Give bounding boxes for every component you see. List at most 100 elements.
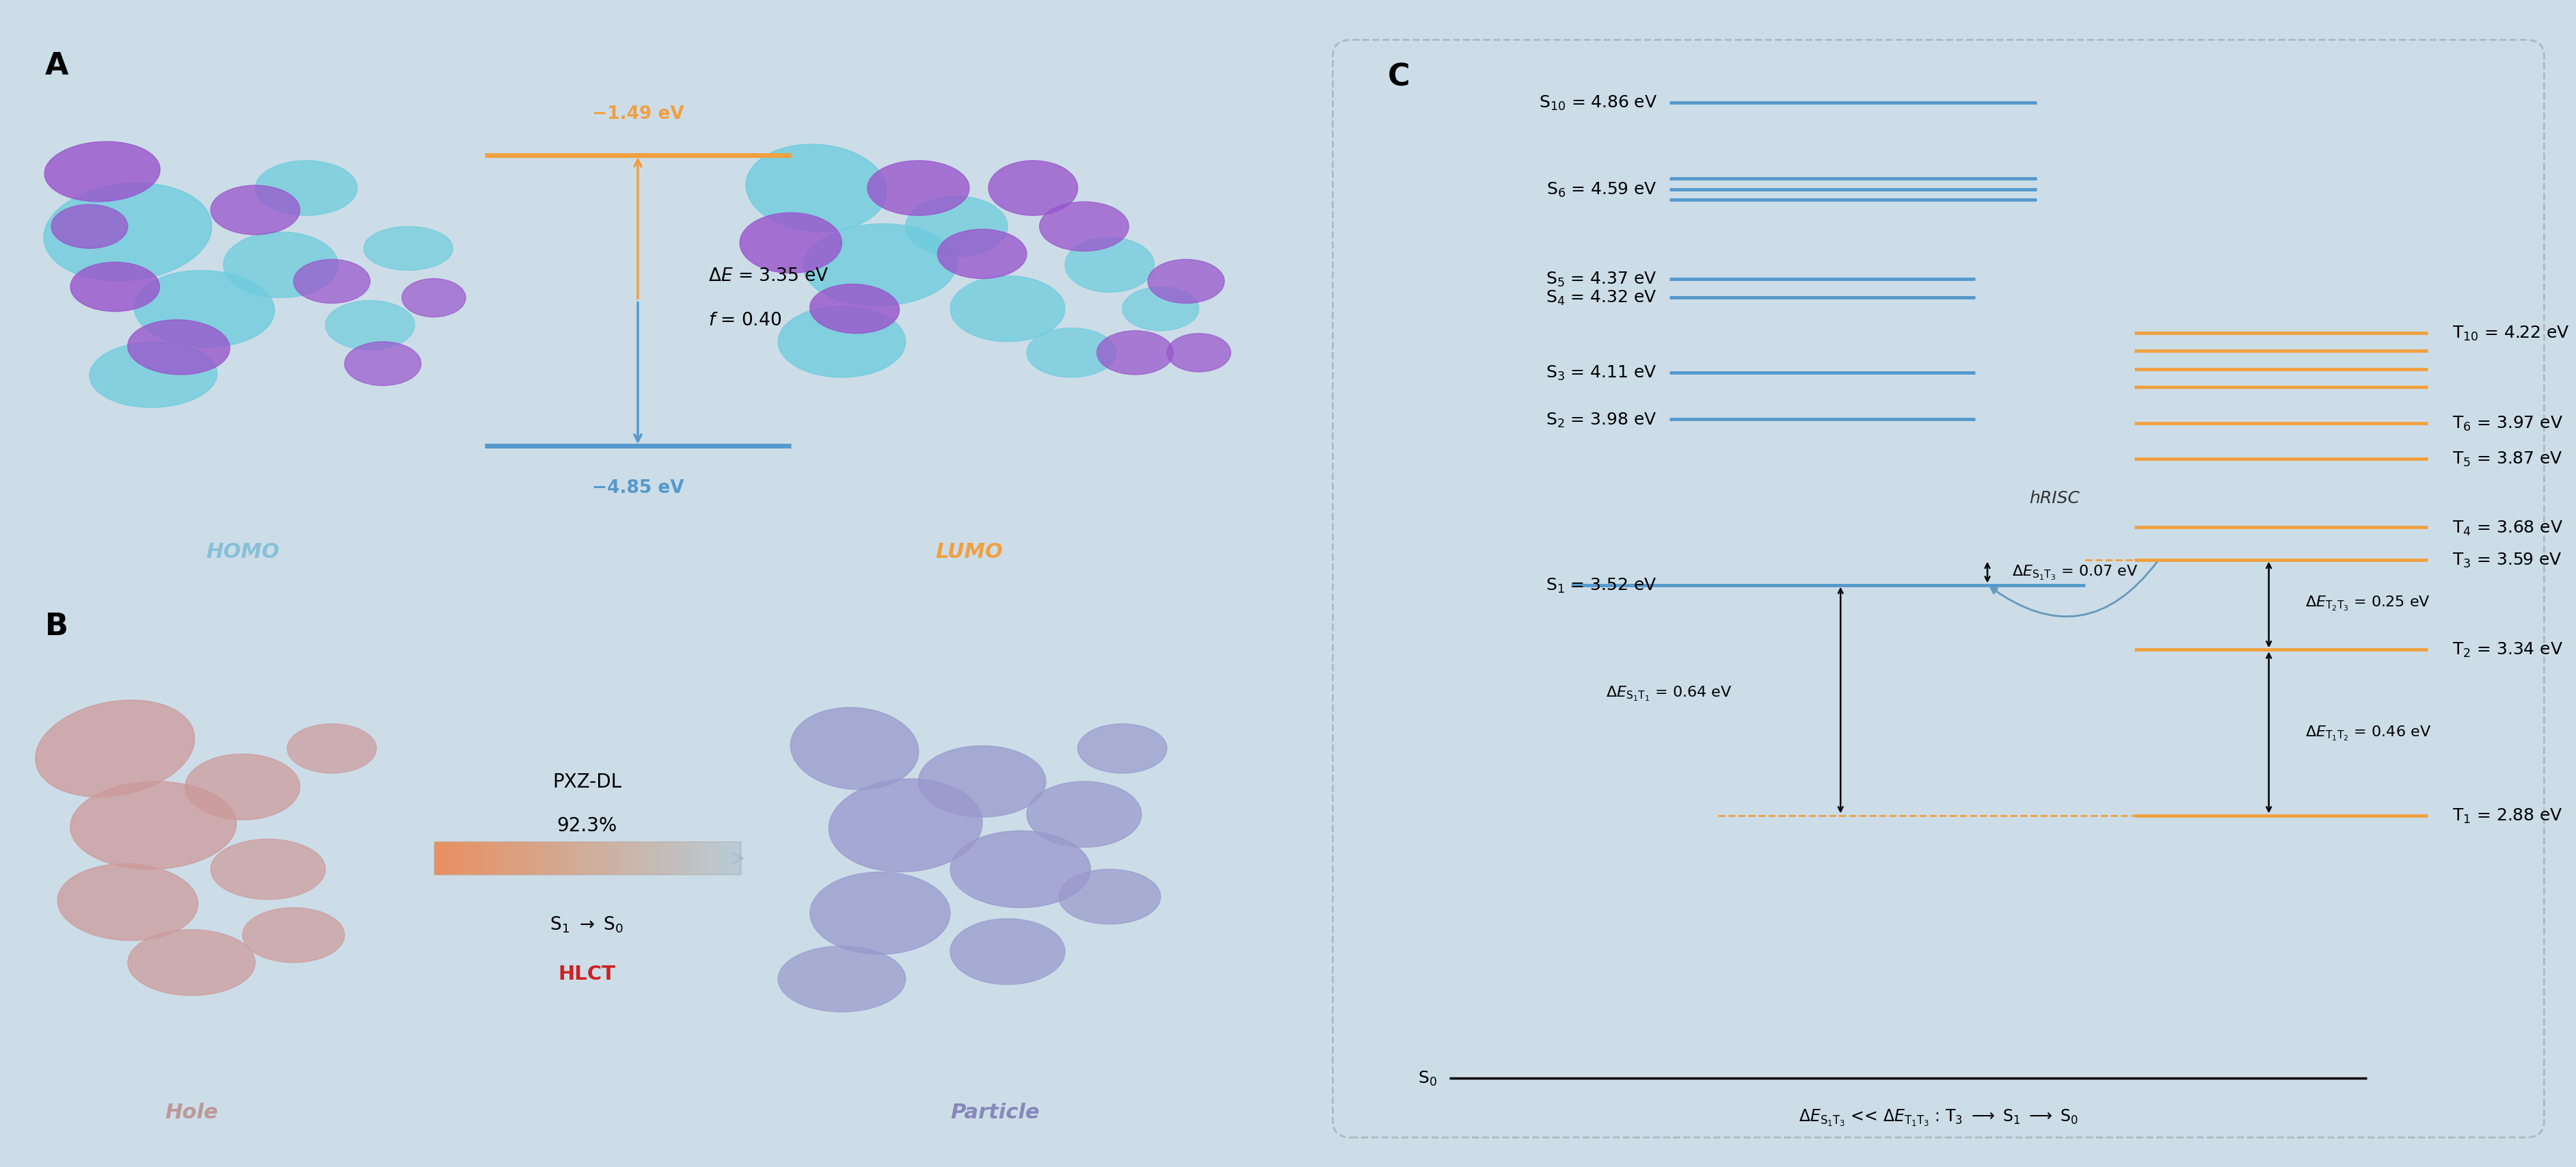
Ellipse shape (52, 205, 129, 249)
Bar (587, 843, 598, 875)
Text: T$_2$ = 3.34 eV: T$_2$ = 3.34 eV (2452, 641, 2563, 659)
Ellipse shape (70, 263, 160, 312)
Text: S$_0$: S$_0$ (1417, 1069, 1437, 1086)
Bar (677, 843, 690, 875)
Ellipse shape (791, 707, 920, 790)
Text: $f$ = 0.40: $f$ = 0.40 (708, 312, 781, 329)
Ellipse shape (129, 320, 229, 375)
Text: S$_4$ = 4.32 eV: S$_4$ = 4.32 eV (1546, 288, 1656, 307)
Text: T$_3$ = 3.59 eV: T$_3$ = 3.59 eV (2452, 551, 2563, 569)
Bar (708, 843, 721, 875)
Ellipse shape (1149, 260, 1224, 303)
Ellipse shape (44, 142, 160, 202)
FancyArrowPatch shape (1991, 561, 2159, 617)
Bar (526, 843, 536, 875)
Bar (484, 843, 497, 875)
Ellipse shape (363, 226, 453, 271)
Ellipse shape (224, 232, 337, 299)
Ellipse shape (917, 746, 1046, 817)
Ellipse shape (778, 307, 907, 378)
Bar (719, 843, 732, 875)
Ellipse shape (70, 782, 237, 869)
Text: $\Delta E_\mathrm{T_{1}T_{2}}$ = 0.46 eV: $\Delta E_\mathrm{T_{1}T_{2}}$ = 0.46 eV (2306, 724, 2432, 742)
Text: HLCT: HLCT (559, 964, 616, 983)
Ellipse shape (1167, 334, 1231, 372)
Ellipse shape (134, 271, 276, 348)
Text: $\Delta E_\mathrm{S_{1}T_{1}}$ = 0.64 eV: $\Delta E_\mathrm{S_{1}T_{1}}$ = 0.64 eV (1607, 684, 1731, 703)
Ellipse shape (739, 214, 842, 273)
Ellipse shape (1059, 869, 1162, 924)
Text: $\Delta E$ = 3.35 eV: $\Delta E$ = 3.35 eV (708, 267, 829, 285)
Bar (433, 843, 739, 875)
Bar (577, 843, 587, 875)
Text: $\Delta E_\mathrm{T_{2}T_{3}}$ = 0.25 eV: $\Delta E_\mathrm{T_{2}T_{3}}$ = 0.25 eV (2306, 594, 2432, 613)
Ellipse shape (829, 780, 981, 872)
Text: B: B (44, 612, 67, 641)
Text: S$_6$ = 4.59 eV: S$_6$ = 4.59 eV (1546, 181, 1656, 198)
Ellipse shape (809, 872, 951, 955)
Text: 92.3%: 92.3% (556, 816, 618, 836)
Ellipse shape (185, 754, 299, 820)
Text: T$_{10}$ = 4.22 eV: T$_{10}$ = 4.22 eV (2452, 324, 2571, 342)
Text: S$_1$ $\rightarrow$ S$_0$: S$_1$ $\rightarrow$ S$_0$ (549, 915, 623, 934)
Bar (729, 843, 742, 875)
Bar (546, 843, 556, 875)
Text: A: A (44, 51, 70, 81)
Text: T$_4$ = 3.68 eV: T$_4$ = 3.68 eV (2452, 519, 2563, 537)
Bar (495, 843, 507, 875)
Ellipse shape (255, 161, 358, 216)
Text: PXZ-DL: PXZ-DL (551, 773, 621, 791)
Bar (453, 843, 466, 875)
Ellipse shape (868, 161, 969, 216)
Text: LUMO: LUMO (935, 541, 1002, 561)
Ellipse shape (36, 700, 196, 797)
Ellipse shape (294, 260, 371, 303)
Bar (629, 843, 639, 875)
Bar (608, 843, 618, 875)
Ellipse shape (1097, 331, 1172, 375)
Bar (505, 843, 518, 875)
Ellipse shape (242, 908, 345, 963)
Bar (688, 843, 701, 875)
Text: S$_5$ = 4.37 eV: S$_5$ = 4.37 eV (1546, 271, 1656, 288)
Ellipse shape (90, 342, 216, 408)
Bar (698, 843, 711, 875)
Text: Hole: Hole (165, 1102, 219, 1121)
Text: S$_2$ = 3.98 eV: S$_2$ = 3.98 eV (1546, 411, 1656, 428)
Ellipse shape (1041, 202, 1128, 252)
Ellipse shape (286, 724, 376, 774)
Ellipse shape (1028, 328, 1115, 378)
Ellipse shape (907, 197, 1007, 257)
Text: $\Delta E_\mathrm{S_{1}T_{3}}$ = 0.07 eV: $\Delta E_\mathrm{S_{1}T_{3}}$ = 0.07 eV (2012, 564, 2138, 581)
Ellipse shape (747, 145, 886, 232)
Bar (515, 843, 528, 875)
Text: S$_3$ = 4.11 eV: S$_3$ = 4.11 eV (1546, 364, 1656, 382)
Ellipse shape (809, 285, 899, 334)
Bar (567, 843, 577, 875)
Text: −1.49 eV: −1.49 eV (592, 105, 683, 123)
Ellipse shape (1123, 287, 1198, 331)
Ellipse shape (938, 230, 1028, 279)
Ellipse shape (951, 831, 1090, 908)
Ellipse shape (325, 301, 415, 350)
Bar (433, 843, 446, 875)
Text: hRISC: hRISC (2030, 490, 2079, 506)
Bar (598, 843, 608, 875)
Ellipse shape (402, 279, 466, 317)
Ellipse shape (1064, 238, 1154, 293)
Text: S$_{10}$ = 4.86 eV: S$_{10}$ = 4.86 eV (1538, 95, 1656, 112)
Bar (556, 843, 567, 875)
Ellipse shape (211, 186, 299, 236)
Ellipse shape (57, 864, 198, 941)
Text: −4.85 eV: −4.85 eV (592, 480, 683, 497)
Ellipse shape (989, 161, 1077, 216)
Bar (618, 843, 629, 875)
Bar (649, 843, 659, 875)
Ellipse shape (951, 277, 1064, 342)
Ellipse shape (129, 930, 255, 995)
Ellipse shape (951, 918, 1064, 985)
Bar (667, 843, 680, 875)
Ellipse shape (1028, 782, 1141, 847)
Text: S$_1$ = 3.52 eV: S$_1$ = 3.52 eV (1546, 576, 1656, 594)
Bar (639, 843, 649, 875)
